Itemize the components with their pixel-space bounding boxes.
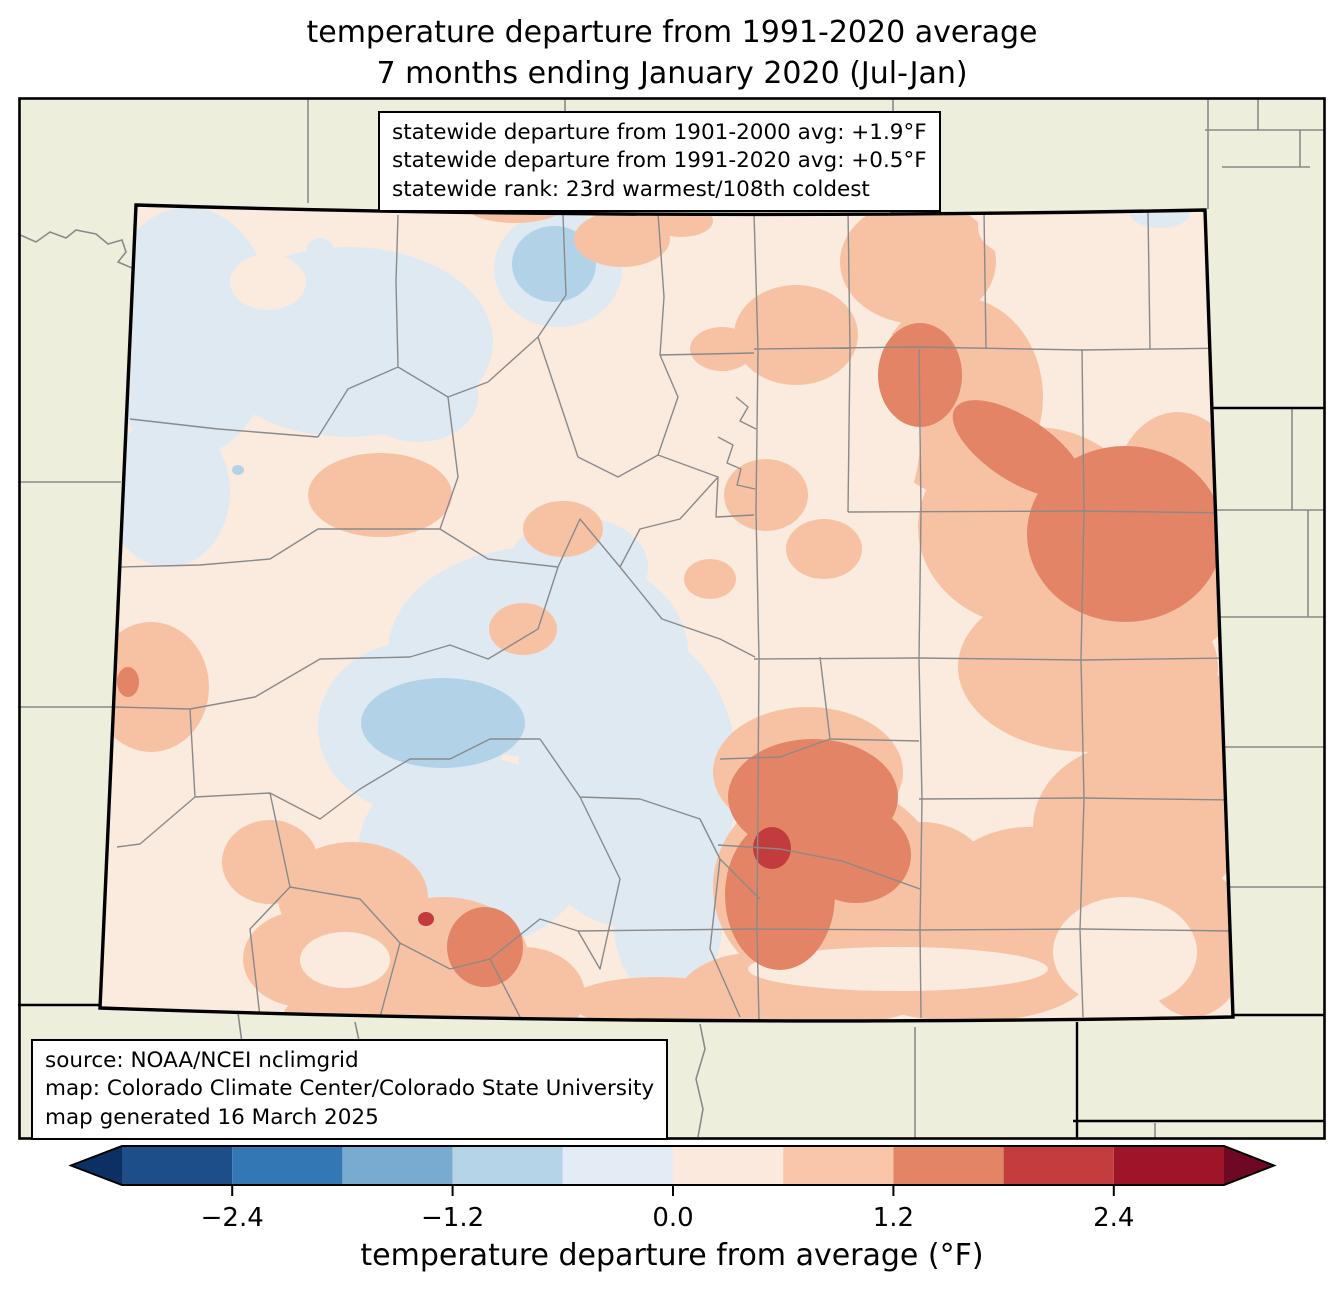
map-area <box>18 97 1326 1140</box>
svg-text:2.4: 2.4 <box>1093 1203 1134 1233</box>
colorbar-under-arrow <box>71 1146 122 1185</box>
source-line-2: map: Colorado Climate Center/Colorado St… <box>45 1076 655 1102</box>
svg-text:−1.2: −1.2 <box>421 1203 484 1233</box>
map-frame <box>18 97 1326 1140</box>
contour-salmon-dark <box>117 323 1223 987</box>
source-line-3: map generated 16 March 2025 <box>45 1104 379 1130</box>
colorbar-axis-label: temperature departure from average (°F) <box>360 1238 984 1273</box>
state-border <box>98 203 1235 1023</box>
colorbar-segments <box>122 1146 1224 1185</box>
colorbar: −2.4 −1.2 0.0 1.2 2.4 <box>68 1145 1277 1233</box>
figure-title: temperature departure from 1991-2020 ave… <box>0 12 1344 95</box>
title-line-1: temperature departure from 1991-2020 ave… <box>306 15 1038 50</box>
stats-line-2: statewide departure from 1991-2020 avg: … <box>392 148 927 174</box>
svg-text:0.0: 0.0 <box>652 1203 693 1233</box>
title-line-2: 7 months ending January 2020 (Jul-Jan) <box>376 56 968 92</box>
source-line-1: source: NOAA/NCEI nclimgrid <box>45 1048 359 1073</box>
svg-text:1.2: 1.2 <box>873 1203 914 1233</box>
stats-line-1: statewide departure from 1901-2000 avg: … <box>392 120 927 145</box>
colorbar-outline <box>68 1145 1277 1186</box>
colorado-map <box>18 97 1326 1140</box>
svg-text:−2.4: −2.4 <box>201 1203 264 1233</box>
contour-blue-medium <box>232 226 596 768</box>
source-attribution-box: source: NOAA/NCEI nclimgrid map: Colorad… <box>31 1039 669 1141</box>
colorbar-ticks <box>231 1185 1115 1196</box>
colorbar-tick-labels: −2.4 −1.2 0.0 1.2 2.4 <box>201 1203 1135 1233</box>
colorbar-over-arrow <box>1224 1146 1274 1185</box>
stats-line-3: statewide rank: 23rd warmest/108th colde… <box>392 176 870 202</box>
contour-blue-light <box>100 205 1190 1002</box>
statewide-stats-box: statewide departure from 1901-2000 avg: … <box>378 111 941 213</box>
neighbor-state-borders <box>18 406 1324 1138</box>
county-lines <box>113 210 1233 1021</box>
